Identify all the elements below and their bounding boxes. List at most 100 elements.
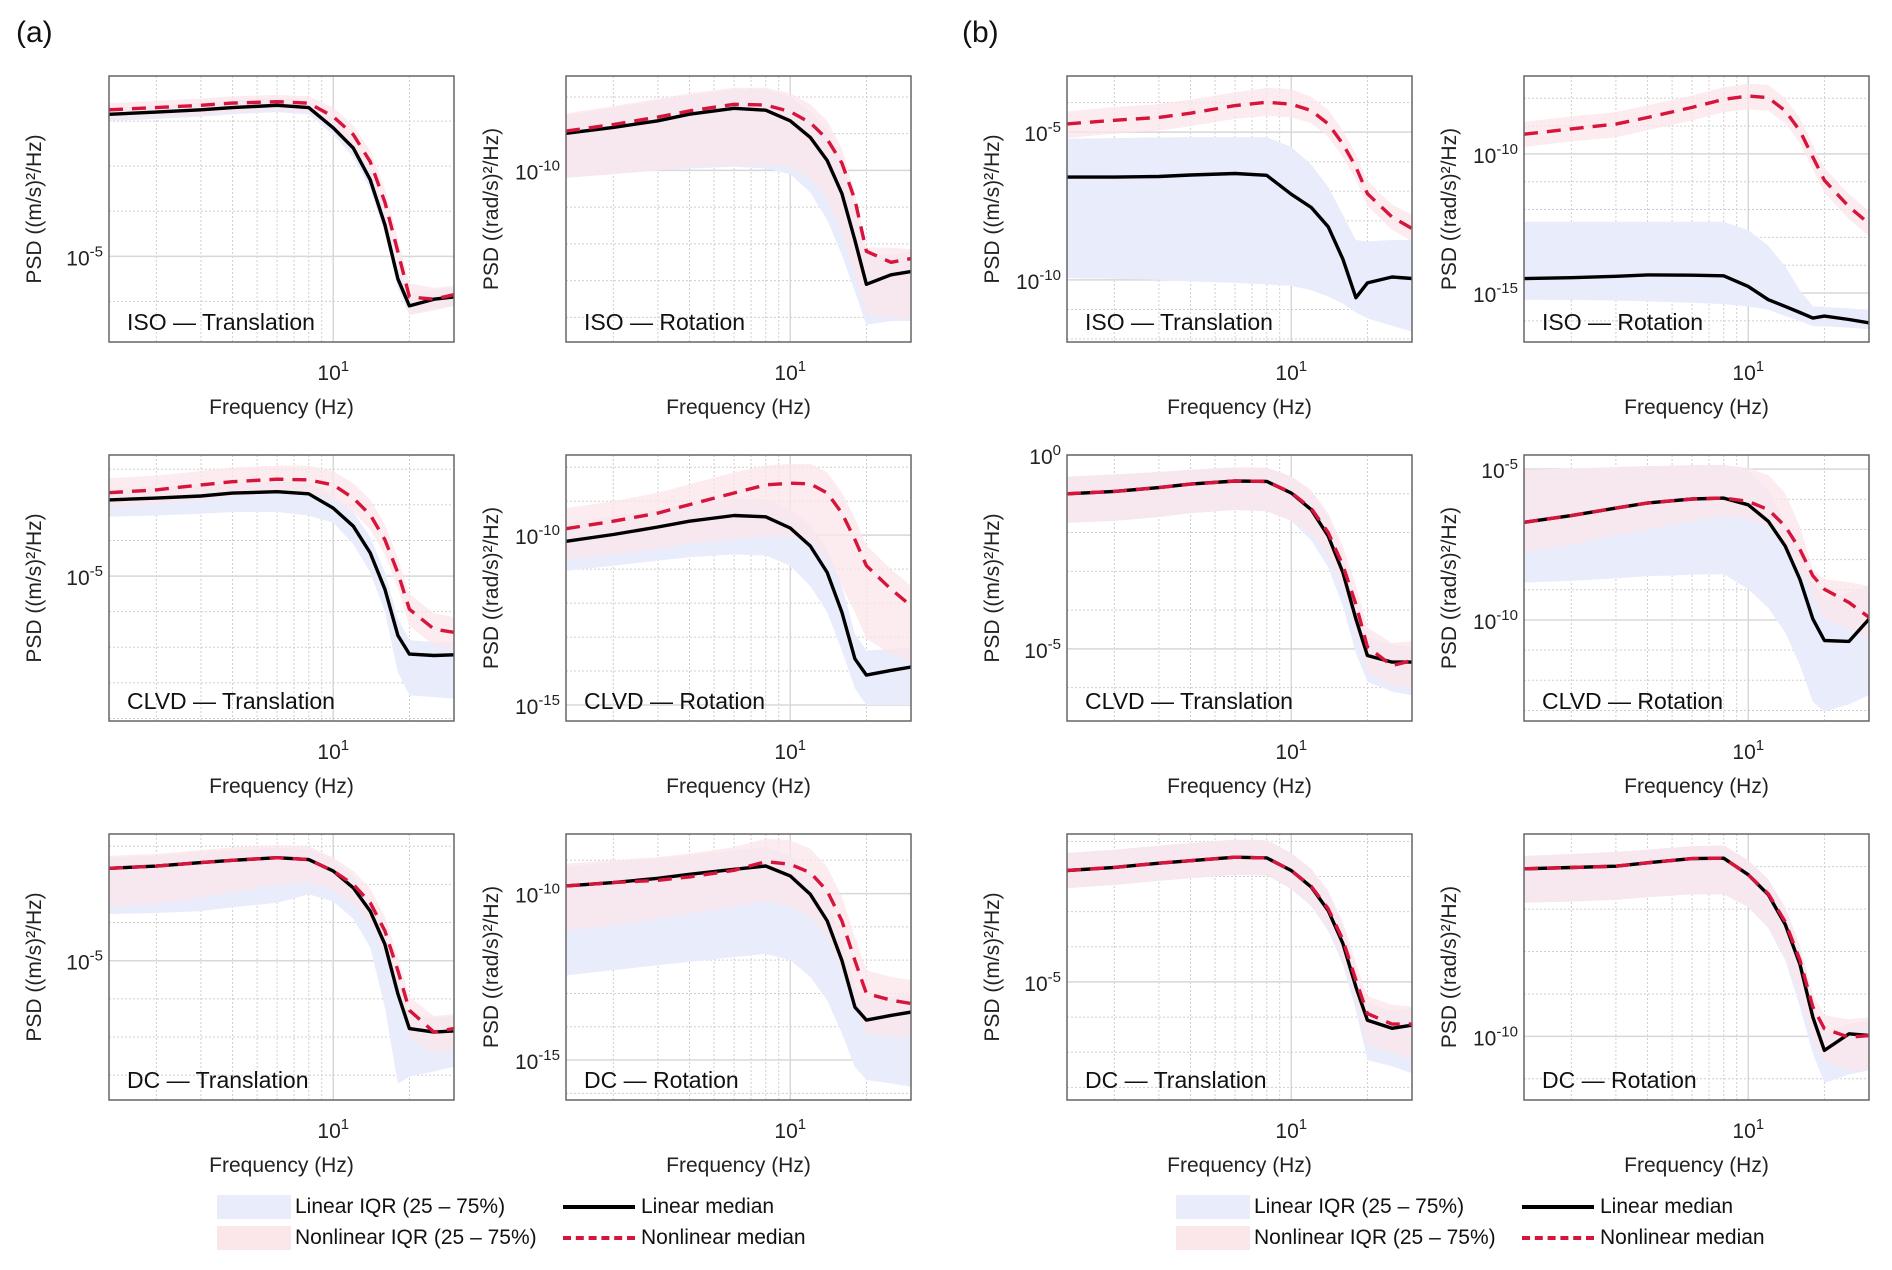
x-tick-label: 101 xyxy=(1275,358,1307,385)
y-tick-label: 10-10 xyxy=(515,881,560,908)
subplot-annotation: ISO — Translation xyxy=(127,309,315,335)
legend-linear-median: Linear median xyxy=(641,1195,775,1218)
x-tick-label: 101 xyxy=(1732,1116,1764,1143)
y-tick-label: 10-5 xyxy=(66,948,103,975)
y-tick-label: 10-10 xyxy=(1473,607,1518,634)
axes-box xyxy=(565,454,912,722)
nonlinear-iqr-band xyxy=(109,94,454,315)
x-axis-label: Frequency (Hz) xyxy=(666,396,811,419)
y-axis-label: PSD ((m/s)²/Hz) xyxy=(23,513,46,662)
nonlinear-iqr-band xyxy=(1067,467,1412,688)
y-tick-label: 10-10 xyxy=(1473,141,1518,168)
nonlinear-median-line xyxy=(566,481,911,608)
y-axis-label: PSD ((rad/s)²/Hz) xyxy=(480,128,503,290)
y-axis-label: PSD ((m/s)²/Hz) xyxy=(981,134,1004,283)
nonlinear-iqr-band xyxy=(109,465,454,650)
y-tick-label: 10-15 xyxy=(515,692,560,719)
subplot-annotation: CLVD — Rotation xyxy=(584,688,765,714)
axes-box xyxy=(1523,75,1870,343)
legend-nonlinear-median: Nonlinear median xyxy=(1600,1226,1765,1249)
y-tick-label: 10-5 xyxy=(1481,456,1518,483)
nonlinear-median-line xyxy=(109,100,454,301)
axes-box xyxy=(108,454,455,722)
y-axis-label: PSD ((rad/s)²/Hz) xyxy=(1438,507,1461,669)
x-tick-label: 101 xyxy=(774,358,806,385)
nonlinear-iqr-band xyxy=(566,463,911,662)
axes-box xyxy=(565,75,912,343)
nonlinear-median-line xyxy=(566,859,911,1006)
nonlinear-median-line xyxy=(1067,855,1412,1026)
y-tick-label: 10-5 xyxy=(66,563,103,590)
nonlinear-median-line xyxy=(1524,856,1869,1039)
linear-median-line xyxy=(566,106,911,286)
nonlinear-iqr-band xyxy=(566,838,911,1037)
subplot-annotation: CLVD — Translation xyxy=(127,688,335,714)
subplot-b-iso-rotation: ISO — Rotation 101 10-10 10-15 Frequency (Hz… xyxy=(1438,75,1870,419)
x-axis-label: Frequency (Hz) xyxy=(666,1154,811,1177)
subplot-annotation: DC — Rotation xyxy=(584,1067,739,1093)
x-axis-label: Frequency (Hz) xyxy=(1167,775,1312,798)
x-axis-label: Frequency (Hz) xyxy=(1167,396,1312,419)
legend-b: Linear IQR (25 – 75%) Linear median Nonl… xyxy=(1176,1192,1796,1262)
x-tick-label: 101 xyxy=(1275,737,1307,764)
linear-median-line-swatch xyxy=(1522,1205,1594,1209)
nonlinear-median-line xyxy=(1524,94,1869,225)
axes-box xyxy=(1523,454,1870,722)
plot-area xyxy=(109,76,454,342)
x-tick-label: 101 xyxy=(1732,737,1764,764)
linear-median-line xyxy=(1067,171,1412,300)
nonlinear-median-line xyxy=(109,477,454,634)
axes-box xyxy=(1523,833,1870,1101)
axes-box xyxy=(1066,454,1413,722)
subplot-annotation: DC — Translation xyxy=(127,1067,309,1093)
legend-linear-iqr: Linear IQR (25 – 75%) xyxy=(295,1195,506,1218)
subplot-a-clvd-rotation: CLVD — Rotation 101 10-10 10-15 Frequency (H… xyxy=(480,454,912,798)
nonlinear-median-line xyxy=(1067,100,1412,230)
linear-median-line-swatch xyxy=(563,1205,635,1209)
legend-a: Linear IQR (25 – 75%) Linear median Nonl… xyxy=(217,1192,837,1262)
subplot-b-clvd-rotation: CLVD — Rotation 101 10-5 10-10 Frequency (Hz… xyxy=(1438,454,1870,798)
y-tick-label: 100 xyxy=(1029,442,1061,469)
x-tick-label: 101 xyxy=(317,737,349,764)
legend-row-nonlinear: Nonlinear IQR (25 – 75%) Nonlinear media… xyxy=(217,1223,837,1253)
y-tick-label: 10-5 xyxy=(1024,969,1061,996)
subplot-annotation: ISO — Rotation xyxy=(584,309,745,335)
subplot-annotation: ISO — Translation xyxy=(1085,309,1273,335)
x-axis-label: Frequency (Hz) xyxy=(209,396,354,419)
axes-box xyxy=(108,833,455,1101)
y-tick-label: 10-10 xyxy=(1016,267,1061,294)
subplot-b-dc-rotation: DC — Rotation 101 10-10 Frequency (Hz) PSD (… xyxy=(1438,833,1870,1177)
y-axis-label: PSD ((rad/s)²/Hz) xyxy=(1438,128,1461,290)
axes-box xyxy=(565,833,912,1101)
y-axis-label: PSD ((m/s)²/Hz) xyxy=(23,892,46,1041)
y-tick-label: 10-10 xyxy=(515,157,560,184)
nonlinear-median-line xyxy=(566,102,911,264)
y-axis-label: PSD ((rad/s)²/Hz) xyxy=(480,507,503,669)
x-axis-label: Frequency (Hz) xyxy=(1624,775,1769,798)
linear-iqr-swatch xyxy=(1176,1195,1250,1219)
linear-iqr-swatch xyxy=(217,1195,291,1219)
legend-linear-iqr: Linear IQR (25 – 75%) xyxy=(1254,1195,1465,1218)
panel-label-b: (b) xyxy=(962,16,999,49)
x-tick-label: 101 xyxy=(317,1116,349,1143)
subplot-a-iso-rotation: ISO — Rotation 101 10-10 Frequency (Hz) PSD … xyxy=(480,75,912,419)
legend-nonlinear-median: Nonlinear median xyxy=(641,1226,806,1249)
x-tick-label: 101 xyxy=(774,737,806,764)
subplot-annotation: CLVD — Translation xyxy=(1085,688,1293,714)
y-tick-label: 10-5 xyxy=(66,243,103,270)
subplot-a-dc-rotation: DC — Rotation 101 10-10 10-15 Frequency (Hz)… xyxy=(480,833,912,1177)
y-tick-label: 10-15 xyxy=(1473,280,1518,307)
axes-box xyxy=(108,75,455,343)
linear-median-line xyxy=(109,490,454,658)
nonlinear-median-line-swatch xyxy=(1522,1236,1594,1240)
x-axis-label: Frequency (Hz) xyxy=(1624,1154,1769,1177)
y-axis-label: PSD ((m/s)²/Hz) xyxy=(981,513,1004,662)
x-tick-label: 101 xyxy=(317,358,349,385)
y-axis-label: PSD ((m/s)²/Hz) xyxy=(23,134,46,283)
y-tick-label: 10-15 xyxy=(515,1047,560,1074)
nonlinear-iqr-band xyxy=(109,845,454,1054)
subplot-a-dc-translation: DC — Translation 101 10-5 Frequency (Hz) PSD… xyxy=(23,833,455,1177)
